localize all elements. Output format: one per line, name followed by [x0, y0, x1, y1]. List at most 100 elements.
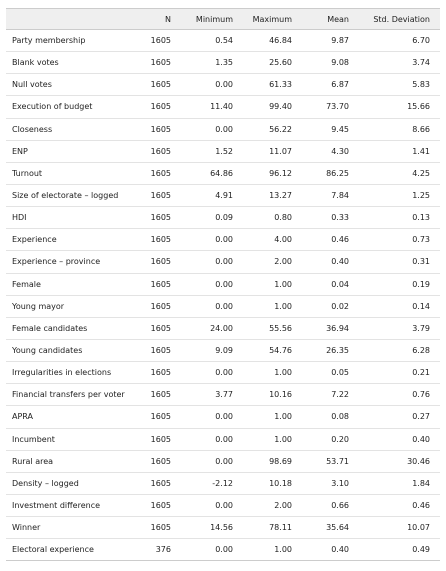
variable-name: Incumbent: [12, 434, 55, 444]
table-row: Young candidates 1605 9.09 54.76 26.35 6.28: [6, 339, 440, 362]
table-row: Density – logged 1605 -2.12 10.18 3.10 1.84: [6, 472, 440, 495]
std-deviation-value: 3.74: [412, 58, 430, 68]
mean-value: 7.22: [331, 390, 349, 400]
maximum-value: 56.22: [269, 124, 292, 134]
variable-name: Female: [12, 279, 41, 289]
table-row: HDI 1605 0.09 0.80 0.33 0.13: [6, 207, 440, 229]
maximum-value: 61.33: [269, 80, 292, 90]
table-row: APRA 1605 0.00 1.00 0.08 0.27: [6, 406, 440, 429]
std-deviation-value: 10.07: [407, 523, 430, 533]
mean-value: 36.94: [326, 323, 349, 333]
maximum-value: 10.18: [269, 478, 292, 488]
maximum-value: 1.00: [274, 545, 292, 555]
mean-value: 9.87: [331, 36, 349, 46]
n-value: 1605: [150, 434, 171, 444]
n-value: 1605: [150, 412, 171, 422]
variable-name: Closeness: [12, 124, 53, 134]
variable-name: Size of electorate – logged: [12, 191, 119, 201]
minimum-value: 0.00: [215, 80, 233, 90]
n-value: 1605: [150, 346, 171, 356]
table-row: Blank votes 1605 1.35 25.60 9.08 3.74: [6, 52, 440, 74]
n-value: 1605: [150, 523, 171, 533]
table-row: Incumbent 1605 0.00 1.00 0.20 0.40: [6, 428, 440, 451]
std-deviation-value: 0.40: [412, 434, 430, 444]
minimum-value: 1.52: [215, 146, 233, 156]
table-row: Investment difference 1605 0.00 2.00 0.66 0.4…: [6, 494, 440, 517]
n-value: 1605: [150, 323, 171, 333]
mean-value: 0.66: [331, 501, 349, 511]
std-deviation-value: 0.46: [412, 501, 430, 511]
mean-value: 3.10: [331, 478, 349, 488]
mean-value: 9.45: [331, 124, 349, 134]
table-row: Party membership 1605 0.54 46.84 9.87 6.70: [6, 30, 440, 52]
mean-value: 35.64: [326, 523, 349, 533]
maximum-value: 54.76: [269, 346, 292, 356]
n-value: 1605: [150, 146, 171, 156]
std-deviation-value: 1.41: [412, 146, 430, 156]
table-body: Party membership 1605 0.54 46.84 9.87 6.70 Bla…: [6, 30, 440, 561]
mean-value: 73.70: [326, 102, 349, 112]
n-value: 1605: [150, 36, 171, 46]
variable-name: Winner: [12, 523, 41, 533]
std-deviation-value: 0.49: [412, 545, 430, 555]
n-value: 1605: [150, 235, 171, 245]
std-deviation-value: 0.14: [412, 301, 430, 311]
table-row: Size of electorate – logged 1605 4.91 13.27…: [6, 184, 440, 207]
maximum-value: 0.80: [274, 213, 292, 223]
maximum-value: 98.69: [269, 456, 292, 466]
variable-name: HDI: [12, 213, 27, 223]
mean-value: 0.46: [331, 235, 349, 245]
minimum-value: 0.00: [215, 368, 233, 378]
variable-name: ENP: [12, 146, 28, 156]
mean-value: 9.08: [331, 58, 349, 68]
mean-value: 7.84: [331, 191, 349, 201]
n-value: 1605: [150, 368, 171, 378]
variable-name: Party membership: [12, 36, 86, 46]
descriptive-statistics-table-wrapper: N Minimum Maximum Mean Std. Deviation Pa…: [6, 8, 440, 561]
minimum-value: 0.54: [215, 36, 233, 46]
table-row: Execution of budget 1605 11.40 99.40 73.70 15…: [6, 96, 440, 119]
variable-name: Blank votes: [12, 58, 59, 68]
n-value: 1605: [150, 80, 171, 90]
maximum-value: 99.40: [269, 102, 292, 112]
n-value: 1605: [150, 456, 171, 466]
header-std-deviation: Std. Deviation: [373, 14, 430, 24]
std-deviation-value: 0.31: [412, 257, 430, 267]
mean-value: 0.20: [331, 434, 349, 444]
minimum-value: 0.00: [215, 279, 233, 289]
table-row: Closeness 1605 0.00 56.22 9.45 8.66: [6, 118, 440, 141]
table-row: Experience – province 1605 0.00 2.00 0.40 0.3…: [6, 251, 440, 274]
mean-value: 0.04: [331, 279, 349, 289]
mean-value: 26.35: [326, 346, 349, 356]
descriptive-statistics-table: N Minimum Maximum Mean Std. Deviation Pa…: [6, 8, 440, 561]
table-row: ENP 1605 1.52 11.07 4.30 1.41: [6, 140, 440, 163]
minimum-value: 0.00: [215, 235, 233, 245]
minimum-value: -2.12: [212, 478, 233, 488]
std-deviation-value: 0.13: [412, 213, 430, 223]
minimum-value: 11.40: [210, 102, 233, 112]
minimum-value: 0.00: [215, 301, 233, 311]
std-deviation-value: 0.76: [412, 390, 430, 400]
maximum-value: 1.00: [274, 434, 292, 444]
n-value: 1605: [150, 58, 171, 68]
table-row: Electoral experience 376 0.00 1.00 0.40 0.49: [6, 539, 440, 561]
std-deviation-value: 1.84: [412, 478, 430, 488]
variable-name: Turnout: [12, 168, 43, 178]
n-value: 1605: [150, 213, 171, 223]
n-value: 1605: [150, 102, 171, 112]
mean-value: 0.33: [331, 213, 349, 223]
std-deviation-value: 4.25: [412, 168, 430, 178]
std-deviation-value: 0.27: [412, 412, 430, 422]
variable-name: Rural area: [12, 456, 54, 466]
variable-name: Experience – province: [12, 257, 101, 267]
minimum-value: 0.00: [215, 545, 233, 555]
mean-value: 4.30: [331, 146, 349, 156]
variable-name: APRA: [12, 412, 34, 422]
std-deviation-value: 0.19: [412, 279, 430, 289]
mean-value: 0.40: [331, 545, 349, 555]
std-deviation-value: 8.66: [412, 124, 430, 134]
minimum-value: 0.09: [215, 213, 233, 223]
header-maximum: Maximum: [252, 14, 292, 24]
variable-name: Density – logged: [12, 478, 79, 488]
maximum-value: 1.00: [274, 301, 292, 311]
